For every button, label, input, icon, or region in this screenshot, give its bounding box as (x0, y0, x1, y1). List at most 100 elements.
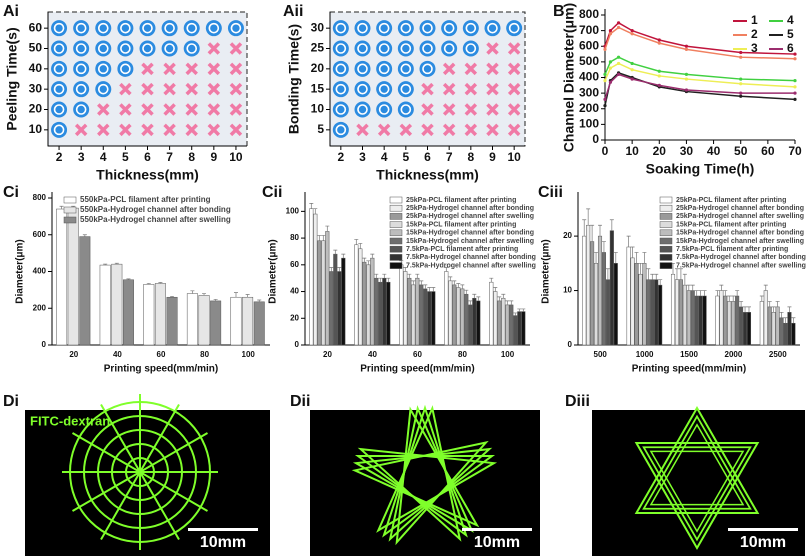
marker (397, 101, 414, 118)
panel-label: Aii (283, 3, 303, 20)
legend-label: 15kPa-PCL filament after printing (676, 221, 786, 228)
marker (441, 40, 458, 57)
error-bar (233, 292, 238, 298)
marker-disk (332, 20, 349, 37)
marker (119, 103, 132, 116)
x-tick-label: 40 (707, 144, 721, 158)
marker-ring (335, 22, 347, 34)
marker-ring (53, 43, 65, 54)
marker-cross (421, 123, 434, 137)
panel-label: Ci (3, 184, 19, 201)
bar (650, 279, 655, 346)
marker-disk (376, 40, 393, 57)
bar (654, 279, 659, 346)
marker (464, 123, 478, 137)
bar (763, 290, 768, 346)
bar (505, 304, 510, 346)
bar (399, 264, 404, 346)
panel-label: Diii (565, 393, 590, 410)
y-tick-label: 10 (311, 102, 325, 116)
marker (95, 60, 112, 77)
marker (377, 123, 391, 137)
marker (397, 40, 414, 57)
marker-ring (97, 22, 109, 34)
error-bar (309, 202, 314, 209)
point (684, 72, 689, 76)
y-tick-label: 200 (579, 101, 599, 115)
error-bar (650, 273, 655, 280)
x-tick-label: 8 (188, 150, 195, 164)
error-bar (423, 284, 428, 289)
y-tick-label: 800 (33, 193, 47, 202)
marker (141, 103, 154, 116)
bar (694, 295, 699, 346)
marker-cross (163, 62, 176, 76)
marker-disk (51, 121, 68, 138)
marker (442, 123, 456, 137)
point (630, 61, 634, 66)
marker-cross (207, 62, 221, 76)
error-bar (382, 273, 387, 279)
legend-label: 7.5kPa-Hydrogel channel after bonding (406, 254, 536, 261)
bar (313, 213, 318, 346)
y-tick-label: 20 (563, 231, 572, 240)
error-bar (403, 267, 408, 272)
marker-ring (208, 22, 220, 34)
marker (376, 60, 393, 77)
marker-cross (119, 82, 132, 96)
scale-bar-label: 10mm (474, 534, 520, 551)
marker (354, 60, 371, 77)
error-bar (590, 224, 595, 242)
x-tick-label: 6 (424, 150, 431, 164)
marker-disk (376, 60, 393, 77)
point (739, 94, 743, 98)
marker-disk (397, 60, 414, 77)
marker-ring (400, 43, 412, 54)
marker-disk (354, 40, 371, 57)
marker-cross (207, 42, 221, 55)
y-tick-label: 15 (311, 81, 325, 95)
point (793, 85, 797, 89)
error-bar (690, 284, 695, 291)
point (739, 50, 743, 55)
error-bar (444, 267, 449, 272)
marker-cross (163, 123, 176, 137)
marker (464, 62, 478, 76)
marker-disk (354, 101, 371, 118)
error-bar (464, 289, 469, 295)
bar (739, 306, 744, 346)
marker-ring (53, 63, 65, 75)
error-bar (767, 301, 772, 307)
marker-cross (229, 42, 243, 55)
point (616, 21, 621, 25)
y-tick-label: 30 (29, 81, 43, 95)
marker-ring (378, 63, 390, 75)
y-tick-label: 100 (286, 206, 300, 215)
bar (154, 283, 166, 346)
bar (501, 297, 506, 346)
bar (242, 296, 254, 346)
legend-label: 5 (787, 27, 794, 41)
marker-disk (73, 81, 90, 98)
x-tick-label: 100 (242, 350, 256, 359)
marker-cross (163, 103, 176, 116)
legend-swatch (389, 237, 403, 245)
marker (73, 101, 90, 118)
marker-ring (75, 22, 87, 34)
marker-ring (142, 22, 153, 34)
marker-disk (161, 40, 178, 57)
marker-cross (207, 103, 221, 116)
marker (229, 82, 243, 96)
marker (117, 60, 134, 77)
marker (51, 20, 68, 37)
marker-disk (376, 101, 393, 118)
marker-disk (95, 81, 112, 98)
bar (771, 312, 776, 346)
marker (229, 123, 243, 137)
marker (442, 103, 456, 116)
marker (51, 60, 68, 77)
point (657, 74, 661, 78)
y-tick-label: 20 (29, 102, 43, 116)
bar (626, 246, 631, 346)
legend-swatch (389, 196, 403, 204)
